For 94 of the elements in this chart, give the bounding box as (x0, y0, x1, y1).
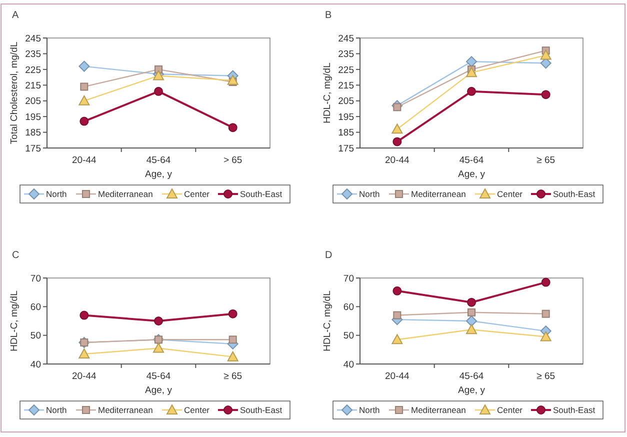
y-tick-label: 40 (343, 359, 354, 370)
y-tick-label: 60 (30, 302, 41, 313)
legend-label: Mediterranean (411, 404, 466, 415)
point (468, 308, 476, 316)
y-tick-label: 245 (338, 33, 354, 44)
x-tick-label: 20-44 (385, 155, 410, 166)
point (78, 95, 90, 106)
legend-label: Center (184, 188, 210, 199)
point (540, 50, 552, 60)
point (541, 90, 550, 100)
y-tick-label: 185 (25, 128, 41, 139)
y-tick-label: 195 (25, 112, 41, 123)
point (78, 60, 90, 72)
legend-label: Mediterranean (98, 404, 154, 415)
point (227, 351, 238, 362)
y-tick-label: 205 (25, 96, 41, 108)
x-tick-label: ≥ 65 (224, 371, 242, 382)
point (542, 310, 550, 318)
point (466, 316, 477, 326)
x-tick-label: ≥ 65 (536, 155, 556, 166)
y-tick-label: 245 (25, 33, 41, 44)
point (154, 316, 163, 326)
point (228, 336, 237, 344)
point (466, 67, 477, 78)
legend-label: North (46, 188, 68, 199)
point (78, 348, 90, 358)
legend-label: North (359, 404, 380, 415)
point (227, 74, 238, 85)
x-axis-title: Age, y (458, 385, 486, 396)
x-tick-label: 45-64 (146, 371, 171, 382)
y-tick-label: 70 (343, 273, 354, 284)
point (392, 334, 403, 344)
legend-label: North (359, 188, 380, 199)
y-tick-label: 50 (30, 330, 41, 342)
legend-label: Center (497, 404, 523, 415)
y-tick-label: 175 (338, 143, 354, 154)
x-axis-title: Age, y (145, 169, 172, 180)
point (80, 82, 88, 91)
point (80, 116, 89, 126)
x-tick-label: > 65 (223, 155, 242, 166)
chart-title: C (12, 250, 20, 261)
x-tick-label: 45-64 (146, 155, 171, 166)
x-axis-title: Age, y (145, 385, 172, 396)
point (154, 86, 163, 96)
point (392, 137, 402, 146)
point (540, 331, 552, 342)
point (153, 342, 164, 353)
x-tick-label: 45-64 (459, 155, 484, 166)
y-tick-label: 40 (30, 359, 41, 370)
legend-label: South-East (553, 188, 596, 199)
point (467, 86, 476, 96)
y-tick-label: 175 (25, 143, 41, 154)
point (467, 298, 476, 307)
y-axis-title: HDL-C, mg/dL (9, 290, 20, 352)
y-tick-label: 205 (338, 96, 354, 108)
point (228, 123, 238, 132)
x-axis-title: Age, y (458, 169, 486, 180)
legend-label: Mediterranean (98, 188, 154, 199)
y-axis-title: Total Cholesterol, mg/dL (9, 42, 20, 144)
legend-label: North (46, 404, 68, 415)
y-tick-label: 225 (25, 64, 41, 76)
legend-label: South-East (240, 404, 283, 415)
point (228, 309, 238, 318)
y-tick-label: 225 (338, 64, 354, 76)
legend-label: South-East (553, 404, 596, 415)
legend-label: South-East (240, 188, 283, 199)
y-tick-label: 215 (25, 80, 41, 92)
point (466, 324, 477, 334)
y-axis-title: HDL-C, mg/dL (322, 290, 333, 352)
chart-title: B (325, 10, 332, 21)
y-axis-title: HDL-C, mg/dL (322, 62, 333, 124)
x-tick-label: 45-64 (459, 371, 484, 382)
x-tick-label: 20-44 (72, 371, 96, 382)
y-tick-label: 235 (25, 49, 41, 60)
x-tick-label: 20-44 (72, 155, 96, 166)
y-tick-label: 50 (343, 330, 354, 342)
y-tick-label: 195 (338, 112, 354, 123)
point (392, 124, 403, 134)
y-tick-label: 215 (338, 80, 354, 92)
y-tick-label: 185 (338, 128, 354, 139)
x-tick-label: 20-44 (385, 371, 410, 382)
legend-label: Center (497, 188, 523, 199)
point (393, 311, 402, 320)
y-tick-label: 60 (343, 302, 354, 313)
legend-label: Center (184, 404, 210, 415)
point (80, 310, 89, 320)
chart-title: D (325, 250, 332, 261)
chart-title: A (12, 10, 19, 21)
y-tick-label: 235 (338, 49, 354, 60)
legend-label: Mediterranean (411, 188, 466, 199)
point (541, 278, 550, 287)
y-tick-label: 70 (30, 273, 41, 284)
x-tick-label: ≥ 65 (536, 371, 556, 382)
point (392, 286, 402, 296)
